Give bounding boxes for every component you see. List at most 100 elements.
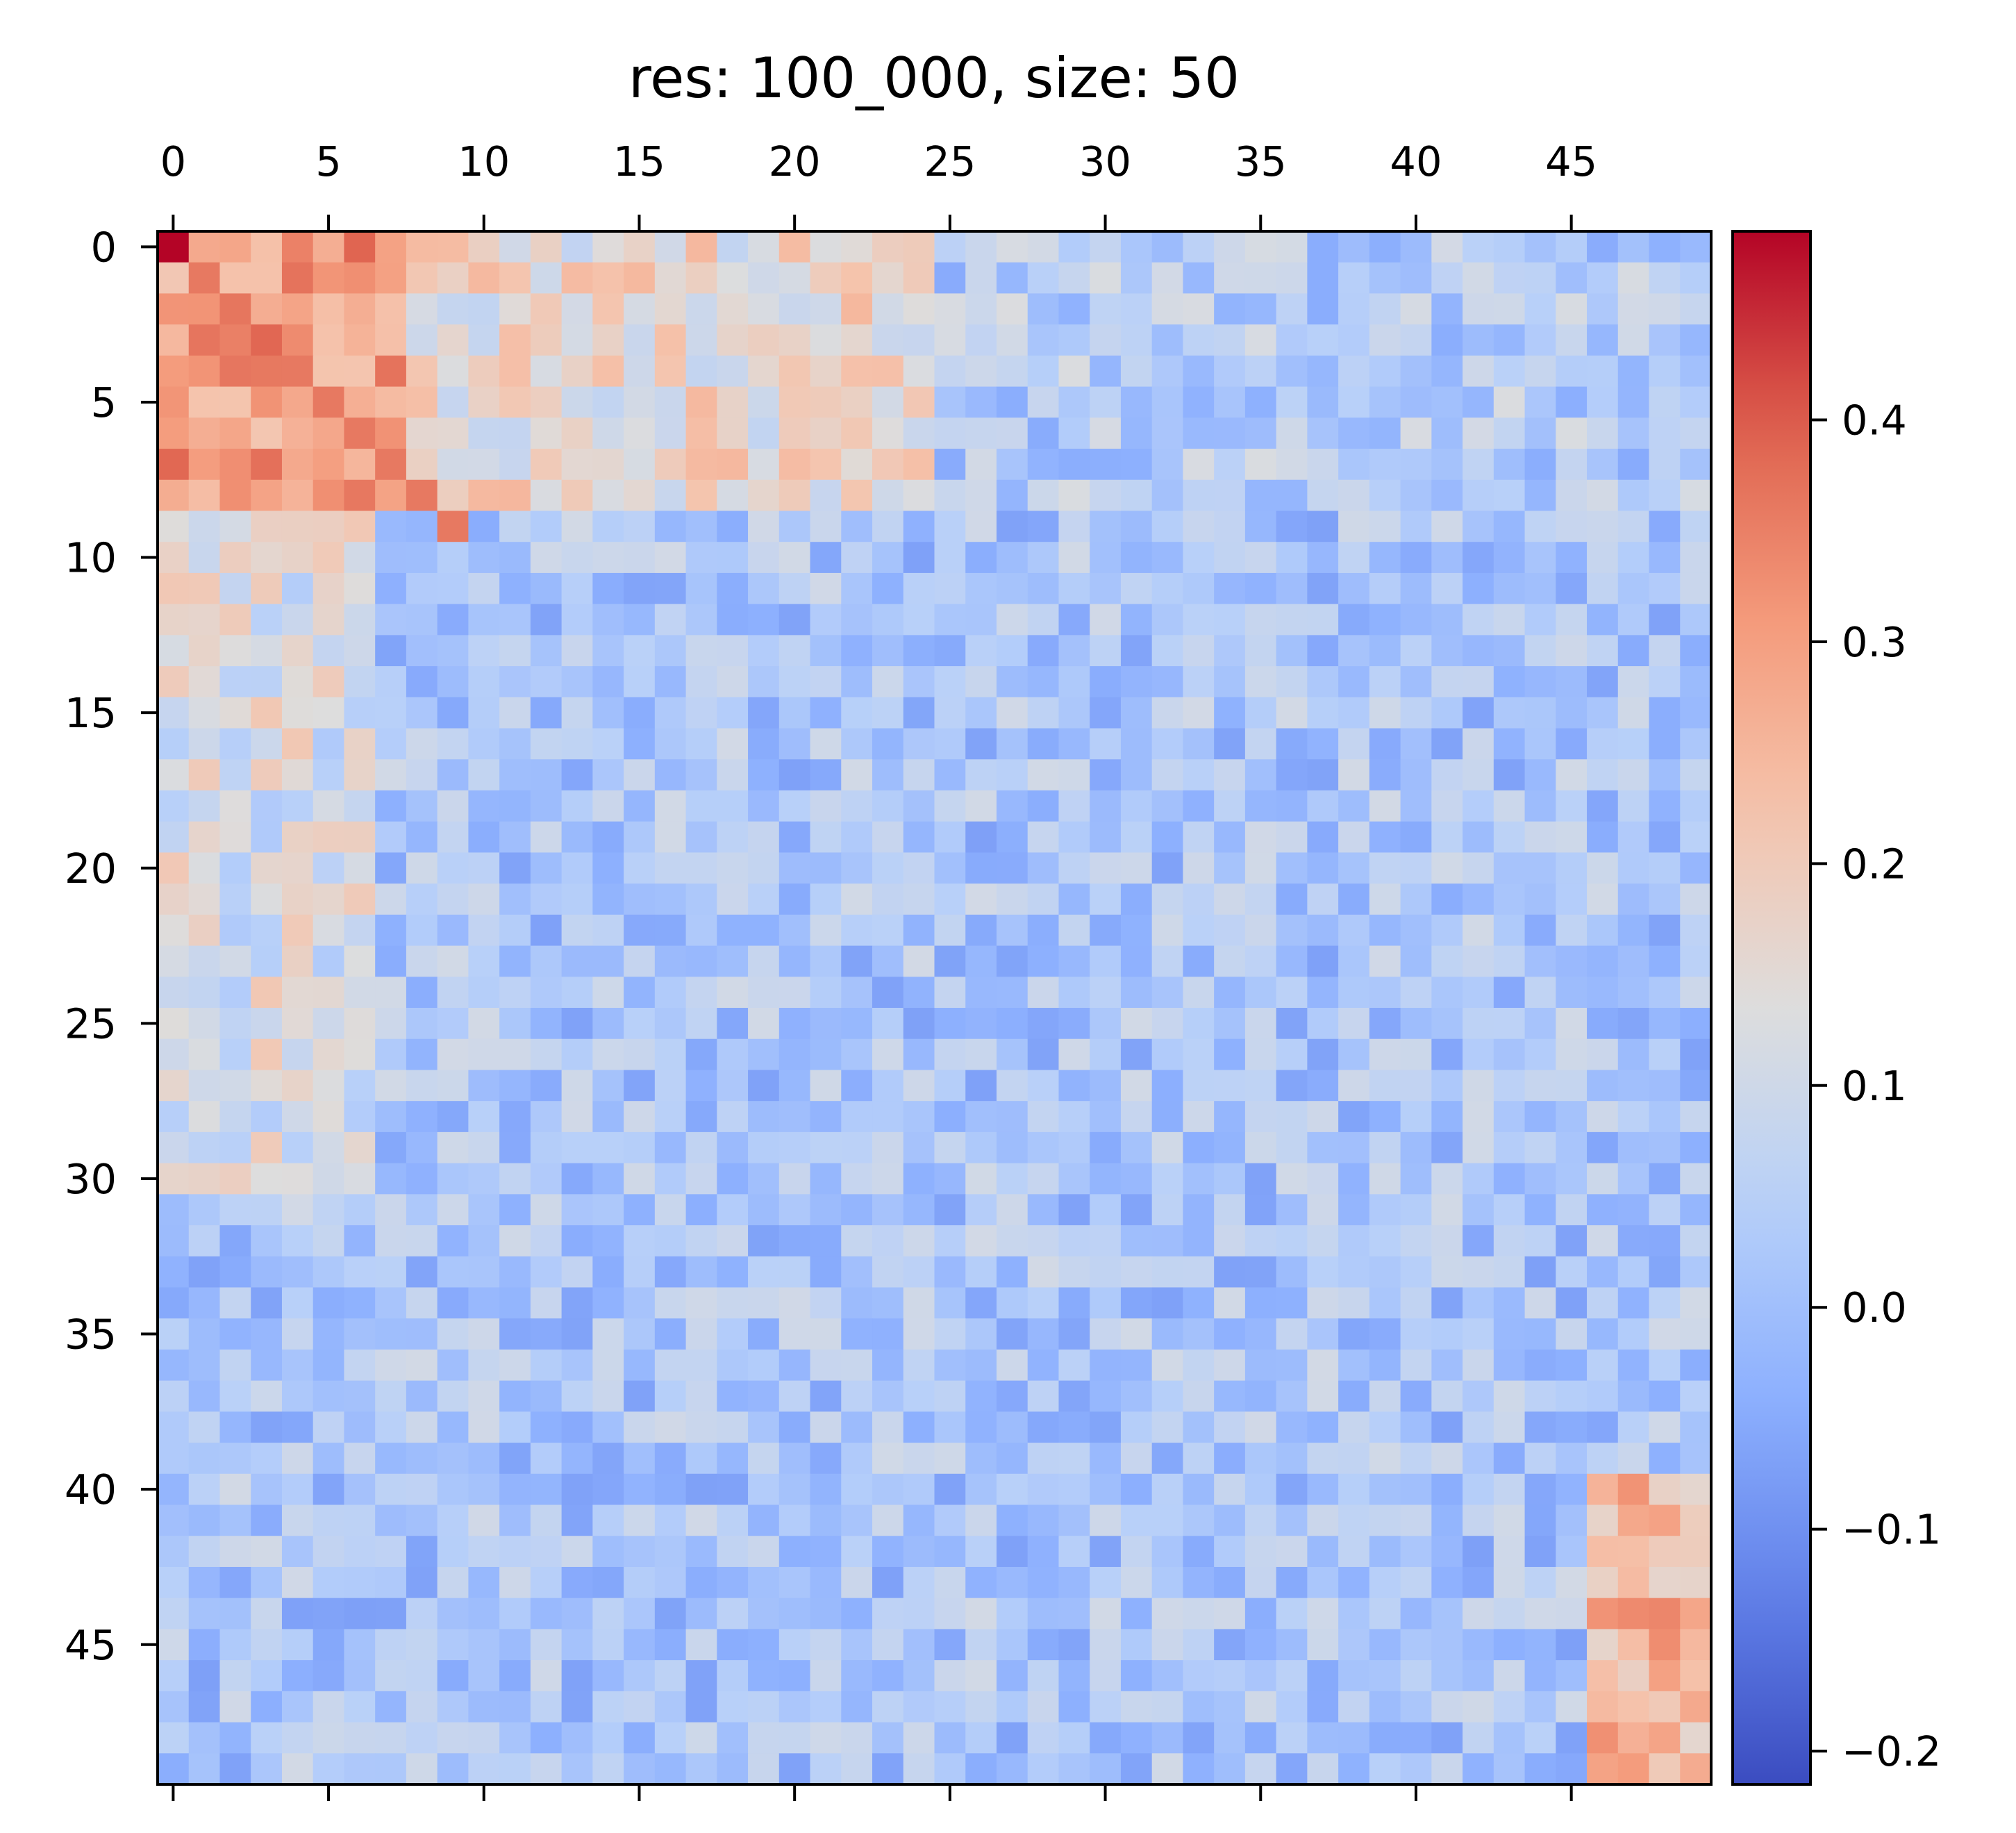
heatmap-cell: [1276, 1473, 1308, 1506]
heatmap-cell: [344, 821, 376, 853]
heatmap-cell: [251, 293, 283, 325]
heatmap-cell: [1587, 790, 1619, 822]
colorbar-tick-label: 0.2: [1842, 840, 1907, 888]
heatmap-cell: [685, 821, 717, 853]
heatmap-cell: [219, 697, 251, 729]
heatmap-cell: [437, 1753, 469, 1785]
heatmap-cell: [468, 542, 500, 574]
heatmap-cell: [561, 572, 593, 605]
heatmap-cell: [344, 324, 376, 356]
heatmap-cell: [468, 1008, 500, 1040]
heatmap-cell: [1556, 1163, 1588, 1195]
heatmap-cell: [717, 914, 749, 947]
heatmap-cell: [1524, 572, 1556, 605]
heatmap-cell: [1493, 417, 1526, 449]
heatmap-cell: [1431, 1038, 1463, 1071]
heatmap-cell: [1276, 1225, 1308, 1257]
heatmap-cell: [561, 1225, 593, 1257]
heatmap-cell: [1027, 945, 1060, 977]
heatmap-cell: [1400, 231, 1432, 263]
heatmap-cell: [592, 324, 624, 356]
heatmap-cell: [1493, 1660, 1526, 1692]
heatmap-cell: [1027, 262, 1060, 295]
heatmap-cell: [344, 697, 376, 729]
heatmap-cell: [158, 1287, 190, 1319]
heatmap-cell: [810, 1598, 842, 1629]
heatmap-cell: [1587, 1038, 1619, 1071]
heatmap-cell: [996, 945, 1028, 977]
heatmap-cell: [313, 479, 345, 512]
heatmap-cell: [251, 1131, 283, 1164]
heatmap-cell: [1463, 1660, 1494, 1692]
heatmap-cell: [1463, 1038, 1494, 1071]
heatmap-cell: [748, 1536, 780, 1568]
heatmap-cell: [1183, 1194, 1215, 1226]
heatmap-cell: [281, 1318, 314, 1350]
heatmap-cell: [1120, 852, 1153, 884]
heatmap-cell: [468, 1380, 500, 1412]
heatmap-cell: [1307, 604, 1339, 636]
heatmap-cell: [158, 1008, 190, 1040]
heatmap-cell: [1027, 1566, 1060, 1599]
heatmap-cell: [1183, 759, 1215, 791]
heatmap-cell: [903, 479, 935, 512]
heatmap-cell: [468, 293, 500, 325]
heatmap-cell: [281, 449, 314, 481]
heatmap-cell: [1027, 324, 1060, 356]
heatmap-cell: [281, 1473, 314, 1506]
heatmap-cell: [375, 355, 407, 388]
heatmap-cell: [996, 1753, 1028, 1785]
heatmap-cell: [468, 479, 500, 512]
heatmap-cell: [1463, 293, 1494, 325]
heatmap-cell: [468, 1753, 500, 1785]
heatmap-cell: [344, 1722, 376, 1754]
heatmap-cell: [1276, 1101, 1308, 1133]
heatmap-cell: [499, 1380, 531, 1412]
heatmap-cell: [313, 1163, 345, 1195]
heatmap-cell: [1617, 1380, 1650, 1412]
heatmap-cell: [530, 355, 563, 388]
heatmap-cell: [1369, 479, 1401, 512]
heatmap-cell: [592, 1598, 624, 1629]
heatmap-cell: [654, 728, 687, 760]
heatmap-cell: [1244, 1443, 1277, 1475]
heatmap-cell: [778, 666, 811, 698]
heatmap-cell: [1183, 355, 1215, 388]
heatmap-cell: [1431, 1101, 1463, 1133]
heatmap-cell: [965, 1287, 997, 1319]
heatmap-cell: [872, 542, 904, 574]
heatmap-cell: [344, 572, 376, 605]
heatmap-cell: [1463, 666, 1494, 698]
heatmap-cell: [872, 572, 904, 605]
heatmap-cell: [1463, 1473, 1494, 1506]
heatmap-cell: [561, 977, 593, 1009]
heatmap-cell: [219, 666, 251, 698]
heatmap-cell: [1431, 759, 1463, 791]
heatmap-cell: [934, 1225, 966, 1257]
heatmap-cell: [1463, 324, 1494, 356]
heatmap-cell: [344, 1598, 376, 1629]
heatmap-cell: [1617, 417, 1650, 449]
heatmap-cell: [624, 1038, 656, 1071]
heatmap-cell: [717, 977, 749, 1009]
heatmap-cell: [1649, 821, 1681, 853]
heatmap-cell: [530, 449, 563, 481]
heatmap-cell: [1400, 1536, 1432, 1568]
heatmap-cell: [1617, 759, 1650, 791]
heatmap-cell: [996, 1008, 1028, 1040]
heatmap-cell: [1431, 1504, 1463, 1536]
heatmap-cell: [468, 945, 500, 977]
heatmap-cell: [530, 604, 563, 636]
heatmap-cell: [281, 977, 314, 1009]
heatmap-cell: [1151, 852, 1184, 884]
heatmap-cell: [1276, 1163, 1308, 1195]
heatmap-cell: [1556, 945, 1588, 977]
heatmap-cell: [1556, 1008, 1588, 1040]
heatmap-cell: [1244, 1349, 1277, 1382]
heatmap-cell: [1214, 604, 1246, 636]
heatmap-cell: [1617, 1131, 1650, 1164]
heatmap-cell: [1680, 293, 1712, 325]
heatmap-cell: [344, 262, 376, 295]
heatmap-cell: [1680, 1380, 1712, 1412]
